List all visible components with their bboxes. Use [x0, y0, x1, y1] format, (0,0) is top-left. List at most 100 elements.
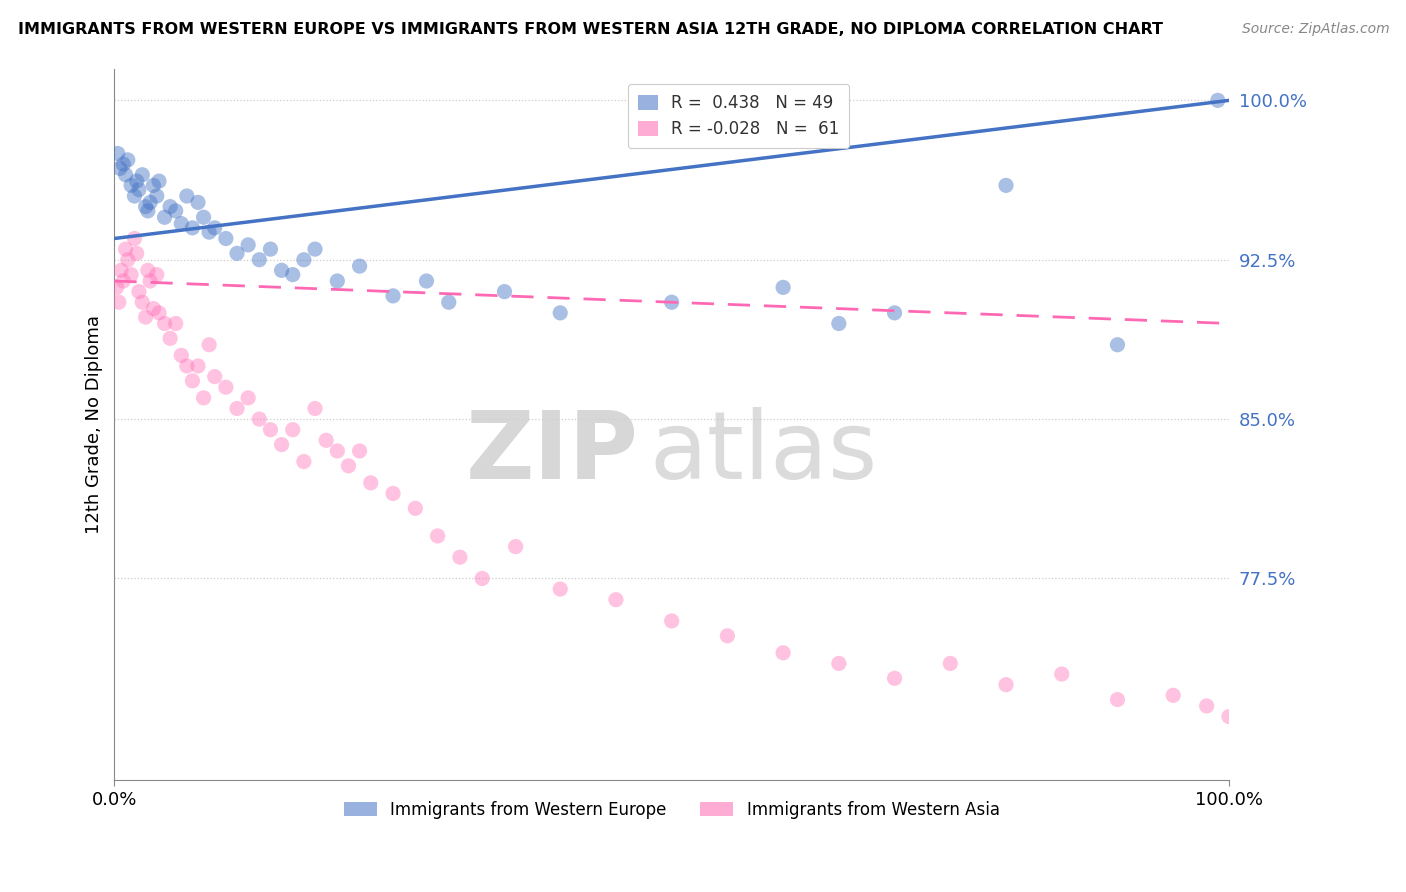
Point — [120, 268, 142, 282]
Point — [170, 217, 193, 231]
Point — [270, 263, 292, 277]
Point — [1161, 688, 1184, 702]
Point — [382, 289, 405, 303]
Point — [226, 401, 249, 416]
Point — [226, 246, 249, 260]
Point — [349, 444, 371, 458]
Point — [548, 582, 571, 596]
Point — [939, 657, 962, 671]
Point — [772, 280, 794, 294]
Point — [281, 423, 304, 437]
Point — [108, 295, 131, 310]
Point — [139, 195, 162, 210]
Point — [505, 540, 527, 554]
Point — [404, 501, 426, 516]
Point — [828, 317, 851, 331]
Point — [159, 331, 181, 345]
Point — [181, 220, 204, 235]
Point — [153, 211, 176, 225]
Point — [382, 486, 405, 500]
Point — [128, 285, 150, 299]
Point — [204, 220, 226, 235]
Point — [131, 295, 153, 310]
Point — [128, 183, 150, 197]
Point — [259, 423, 281, 437]
Point — [326, 444, 349, 458]
Point — [661, 614, 683, 628]
Point — [1218, 709, 1240, 723]
Point — [415, 274, 437, 288]
Point — [176, 189, 198, 203]
Point — [281, 268, 304, 282]
Point — [1050, 667, 1073, 681]
Point — [107, 146, 129, 161]
Point — [187, 195, 209, 210]
Point — [148, 306, 170, 320]
Point — [995, 178, 1018, 193]
Point — [139, 274, 162, 288]
Point — [292, 454, 315, 468]
Y-axis label: 12th Grade, No Diploma: 12th Grade, No Diploma — [86, 315, 103, 534]
Point — [117, 153, 139, 167]
Point — [548, 306, 571, 320]
Point — [326, 274, 349, 288]
Point — [1195, 698, 1218, 713]
Point — [270, 437, 292, 451]
Point — [159, 200, 181, 214]
Point — [114, 168, 136, 182]
Point — [995, 678, 1018, 692]
Point — [105, 280, 128, 294]
Point — [360, 475, 382, 490]
Point — [215, 380, 238, 394]
Point — [145, 189, 167, 203]
Point — [125, 174, 148, 188]
Point — [193, 211, 215, 225]
Text: atlas: atlas — [650, 407, 877, 499]
Text: ZIP: ZIP — [465, 407, 638, 499]
Point — [292, 252, 315, 267]
Point — [828, 657, 851, 671]
Point — [198, 225, 221, 239]
Point — [187, 359, 209, 373]
Point — [193, 391, 215, 405]
Point — [165, 317, 187, 331]
Point — [145, 268, 167, 282]
Point — [337, 458, 360, 473]
Point — [259, 242, 281, 256]
Point — [716, 629, 738, 643]
Point — [236, 391, 259, 405]
Point — [304, 401, 326, 416]
Point — [181, 374, 204, 388]
Point — [449, 550, 471, 565]
Text: Source: ZipAtlas.com: Source: ZipAtlas.com — [1241, 22, 1389, 37]
Point — [176, 359, 198, 373]
Point — [142, 301, 165, 316]
Point — [1206, 94, 1229, 108]
Point — [135, 310, 157, 325]
Point — [772, 646, 794, 660]
Point — [661, 295, 683, 310]
Point — [883, 306, 905, 320]
Point — [471, 571, 494, 585]
Point — [120, 178, 142, 193]
Point — [494, 285, 516, 299]
Point — [148, 174, 170, 188]
Point — [215, 231, 238, 245]
Point — [124, 231, 146, 245]
Point — [315, 434, 337, 448]
Point — [165, 203, 187, 218]
Point — [117, 252, 139, 267]
Point — [135, 200, 157, 214]
Point — [198, 337, 221, 351]
Point — [142, 178, 165, 193]
Point — [153, 317, 176, 331]
Point — [1107, 692, 1129, 706]
Point — [247, 252, 270, 267]
Point — [883, 671, 905, 685]
Point — [136, 203, 159, 218]
Point — [131, 168, 153, 182]
Point — [136, 263, 159, 277]
Point — [204, 369, 226, 384]
Point — [304, 242, 326, 256]
Text: IMMIGRANTS FROM WESTERN EUROPE VS IMMIGRANTS FROM WESTERN ASIA 12TH GRADE, NO DI: IMMIGRANTS FROM WESTERN EUROPE VS IMMIGR… — [18, 22, 1163, 37]
